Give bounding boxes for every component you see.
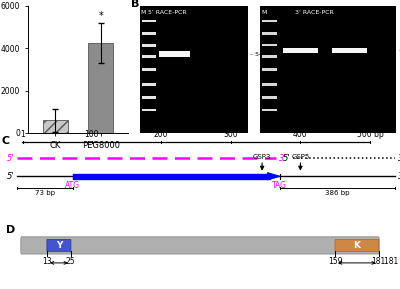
Text: 13: 13 xyxy=(42,257,52,266)
Bar xyxy=(262,32,277,35)
Text: C: C xyxy=(2,136,10,146)
Text: 3' RACE-PCR: 3' RACE-PCR xyxy=(295,10,334,15)
Text: M: M xyxy=(140,10,146,15)
Bar xyxy=(142,83,156,86)
Bar xyxy=(262,83,277,86)
Text: 1: 1 xyxy=(20,130,25,139)
Text: 5': 5' xyxy=(6,154,14,163)
Bar xyxy=(142,68,156,71)
Bar xyxy=(160,51,190,57)
FancyBboxPatch shape xyxy=(47,239,71,251)
Text: Y: Y xyxy=(56,241,62,250)
Bar xyxy=(332,48,368,53)
Bar xyxy=(43,120,68,133)
Text: B: B xyxy=(131,0,140,10)
Text: 5': 5' xyxy=(6,172,14,181)
Text: 100: 100 xyxy=(84,130,99,139)
Bar xyxy=(88,43,113,133)
Text: 25: 25 xyxy=(66,257,76,266)
Text: 5': 5' xyxy=(283,154,290,163)
Text: D: D xyxy=(6,225,16,235)
Bar xyxy=(262,55,277,58)
Text: M: M xyxy=(261,10,267,15)
Text: 181 aa: 181 aa xyxy=(384,257,400,266)
Text: 3': 3' xyxy=(398,154,400,163)
Bar xyxy=(262,96,277,99)
Bar xyxy=(142,96,156,99)
Text: 73 bp: 73 bp xyxy=(35,190,55,196)
Bar xyxy=(262,109,277,111)
Text: *: * xyxy=(98,11,103,21)
Bar xyxy=(142,32,156,35)
Text: 3': 3' xyxy=(279,154,287,163)
Text: 181: 181 xyxy=(372,257,386,266)
Text: – 345 bp: – 345 bp xyxy=(399,48,400,53)
Text: ATG: ATG xyxy=(65,181,80,190)
Bar xyxy=(262,68,277,71)
Text: K: K xyxy=(353,241,360,250)
Text: 400: 400 xyxy=(293,130,308,139)
Bar xyxy=(142,109,156,112)
Bar xyxy=(262,44,277,47)
Bar xyxy=(262,20,277,22)
Text: GSP3: GSP3 xyxy=(253,154,271,160)
FancyBboxPatch shape xyxy=(335,239,379,251)
Bar xyxy=(142,20,156,23)
Bar xyxy=(142,55,156,58)
Text: 5' RACE-PCR: 5' RACE-PCR xyxy=(148,10,186,15)
Text: 300: 300 xyxy=(224,130,238,139)
Text: 159: 159 xyxy=(328,257,342,266)
Text: – 540 bp: – 540 bp xyxy=(250,52,277,57)
Text: GSP5: GSP5 xyxy=(291,154,310,160)
Bar xyxy=(142,44,156,47)
Text: TAG: TAG xyxy=(272,181,287,190)
Text: 386 bp: 386 bp xyxy=(325,190,350,196)
FancyArrow shape xyxy=(268,173,280,180)
Text: 3': 3' xyxy=(398,172,400,181)
FancyBboxPatch shape xyxy=(21,237,379,254)
Text: 500 bp: 500 bp xyxy=(357,130,383,139)
Bar xyxy=(283,48,318,53)
Text: 200: 200 xyxy=(154,130,168,139)
